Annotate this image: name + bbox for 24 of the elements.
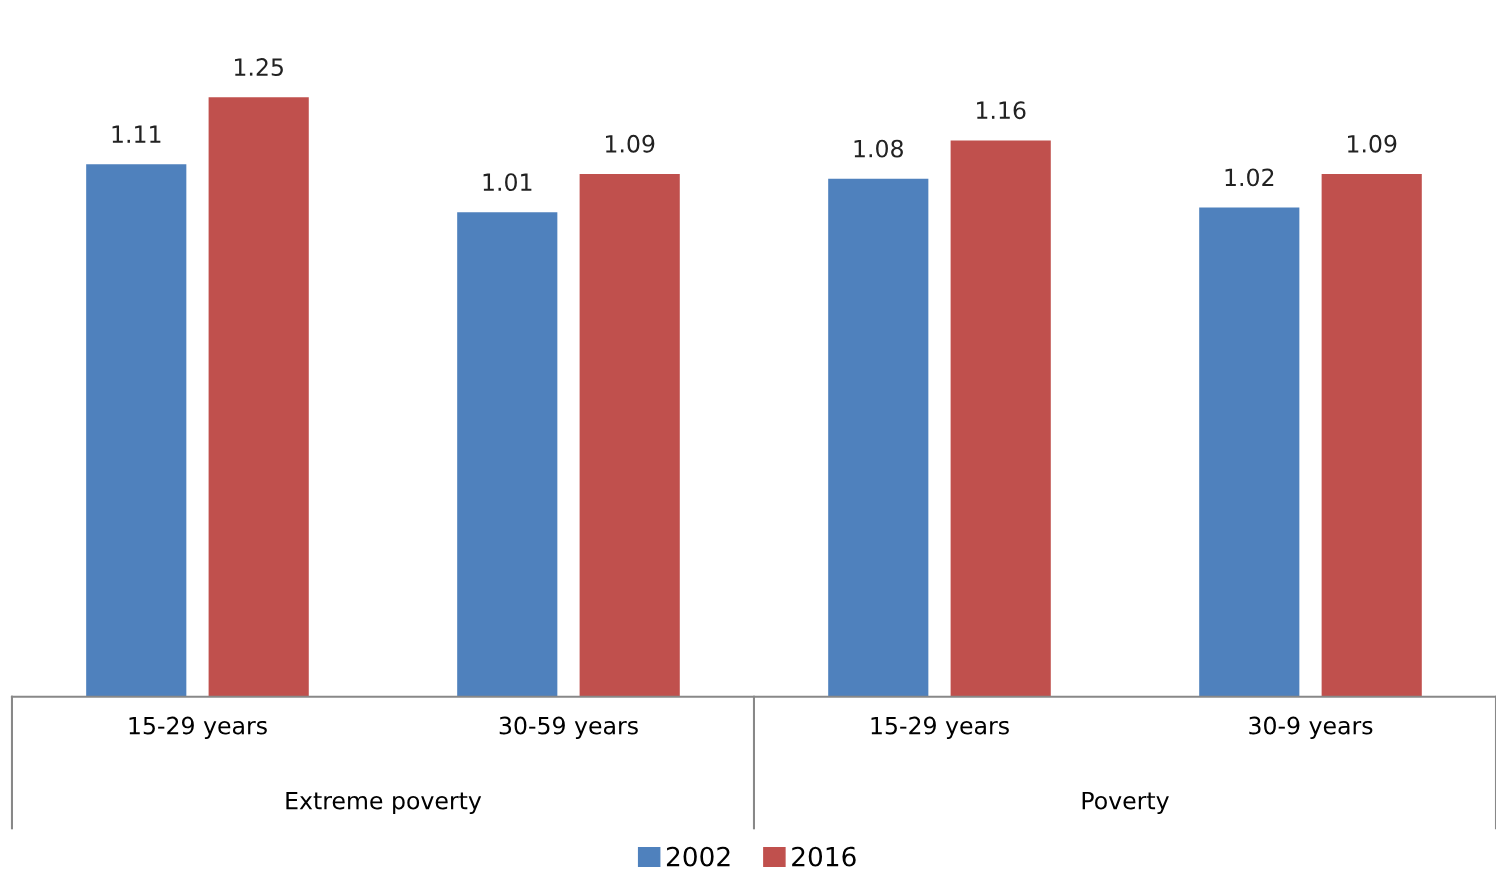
x-tick-label: 30-59 years bbox=[499, 716, 638, 740]
bar bbox=[579, 173, 680, 697]
data-label: 1.02 bbox=[1225, 168, 1274, 187]
legend-label: 2016 bbox=[792, 846, 856, 867]
data-label: 1.09 bbox=[1348, 134, 1397, 153]
data-label: 1.01 bbox=[483, 173, 532, 192]
bar bbox=[86, 164, 187, 697]
legend-label: 2002 bbox=[666, 846, 730, 867]
bar bbox=[1321, 173, 1422, 697]
data-label: 1.08 bbox=[854, 139, 903, 158]
data-label: 1.09 bbox=[606, 134, 655, 153]
data-label: 1.25 bbox=[235, 58, 283, 76]
data-label: 1.16 bbox=[977, 101, 1026, 120]
x-tick-label: 15-29 years bbox=[871, 716, 1009, 740]
bar bbox=[950, 140, 1051, 697]
text: Extreme poverty bbox=[286, 791, 482, 815]
bar bbox=[828, 178, 929, 697]
bar bbox=[457, 212, 558, 697]
text: Poverty bbox=[1082, 791, 1169, 815]
bar bbox=[1199, 207, 1300, 697]
x-tick-label: 15-29 years bbox=[129, 716, 267, 740]
bar bbox=[208, 97, 309, 697]
data-label: 1.11 bbox=[112, 125, 161, 143]
x-tick-label: 30-9 years bbox=[1249, 716, 1373, 740]
